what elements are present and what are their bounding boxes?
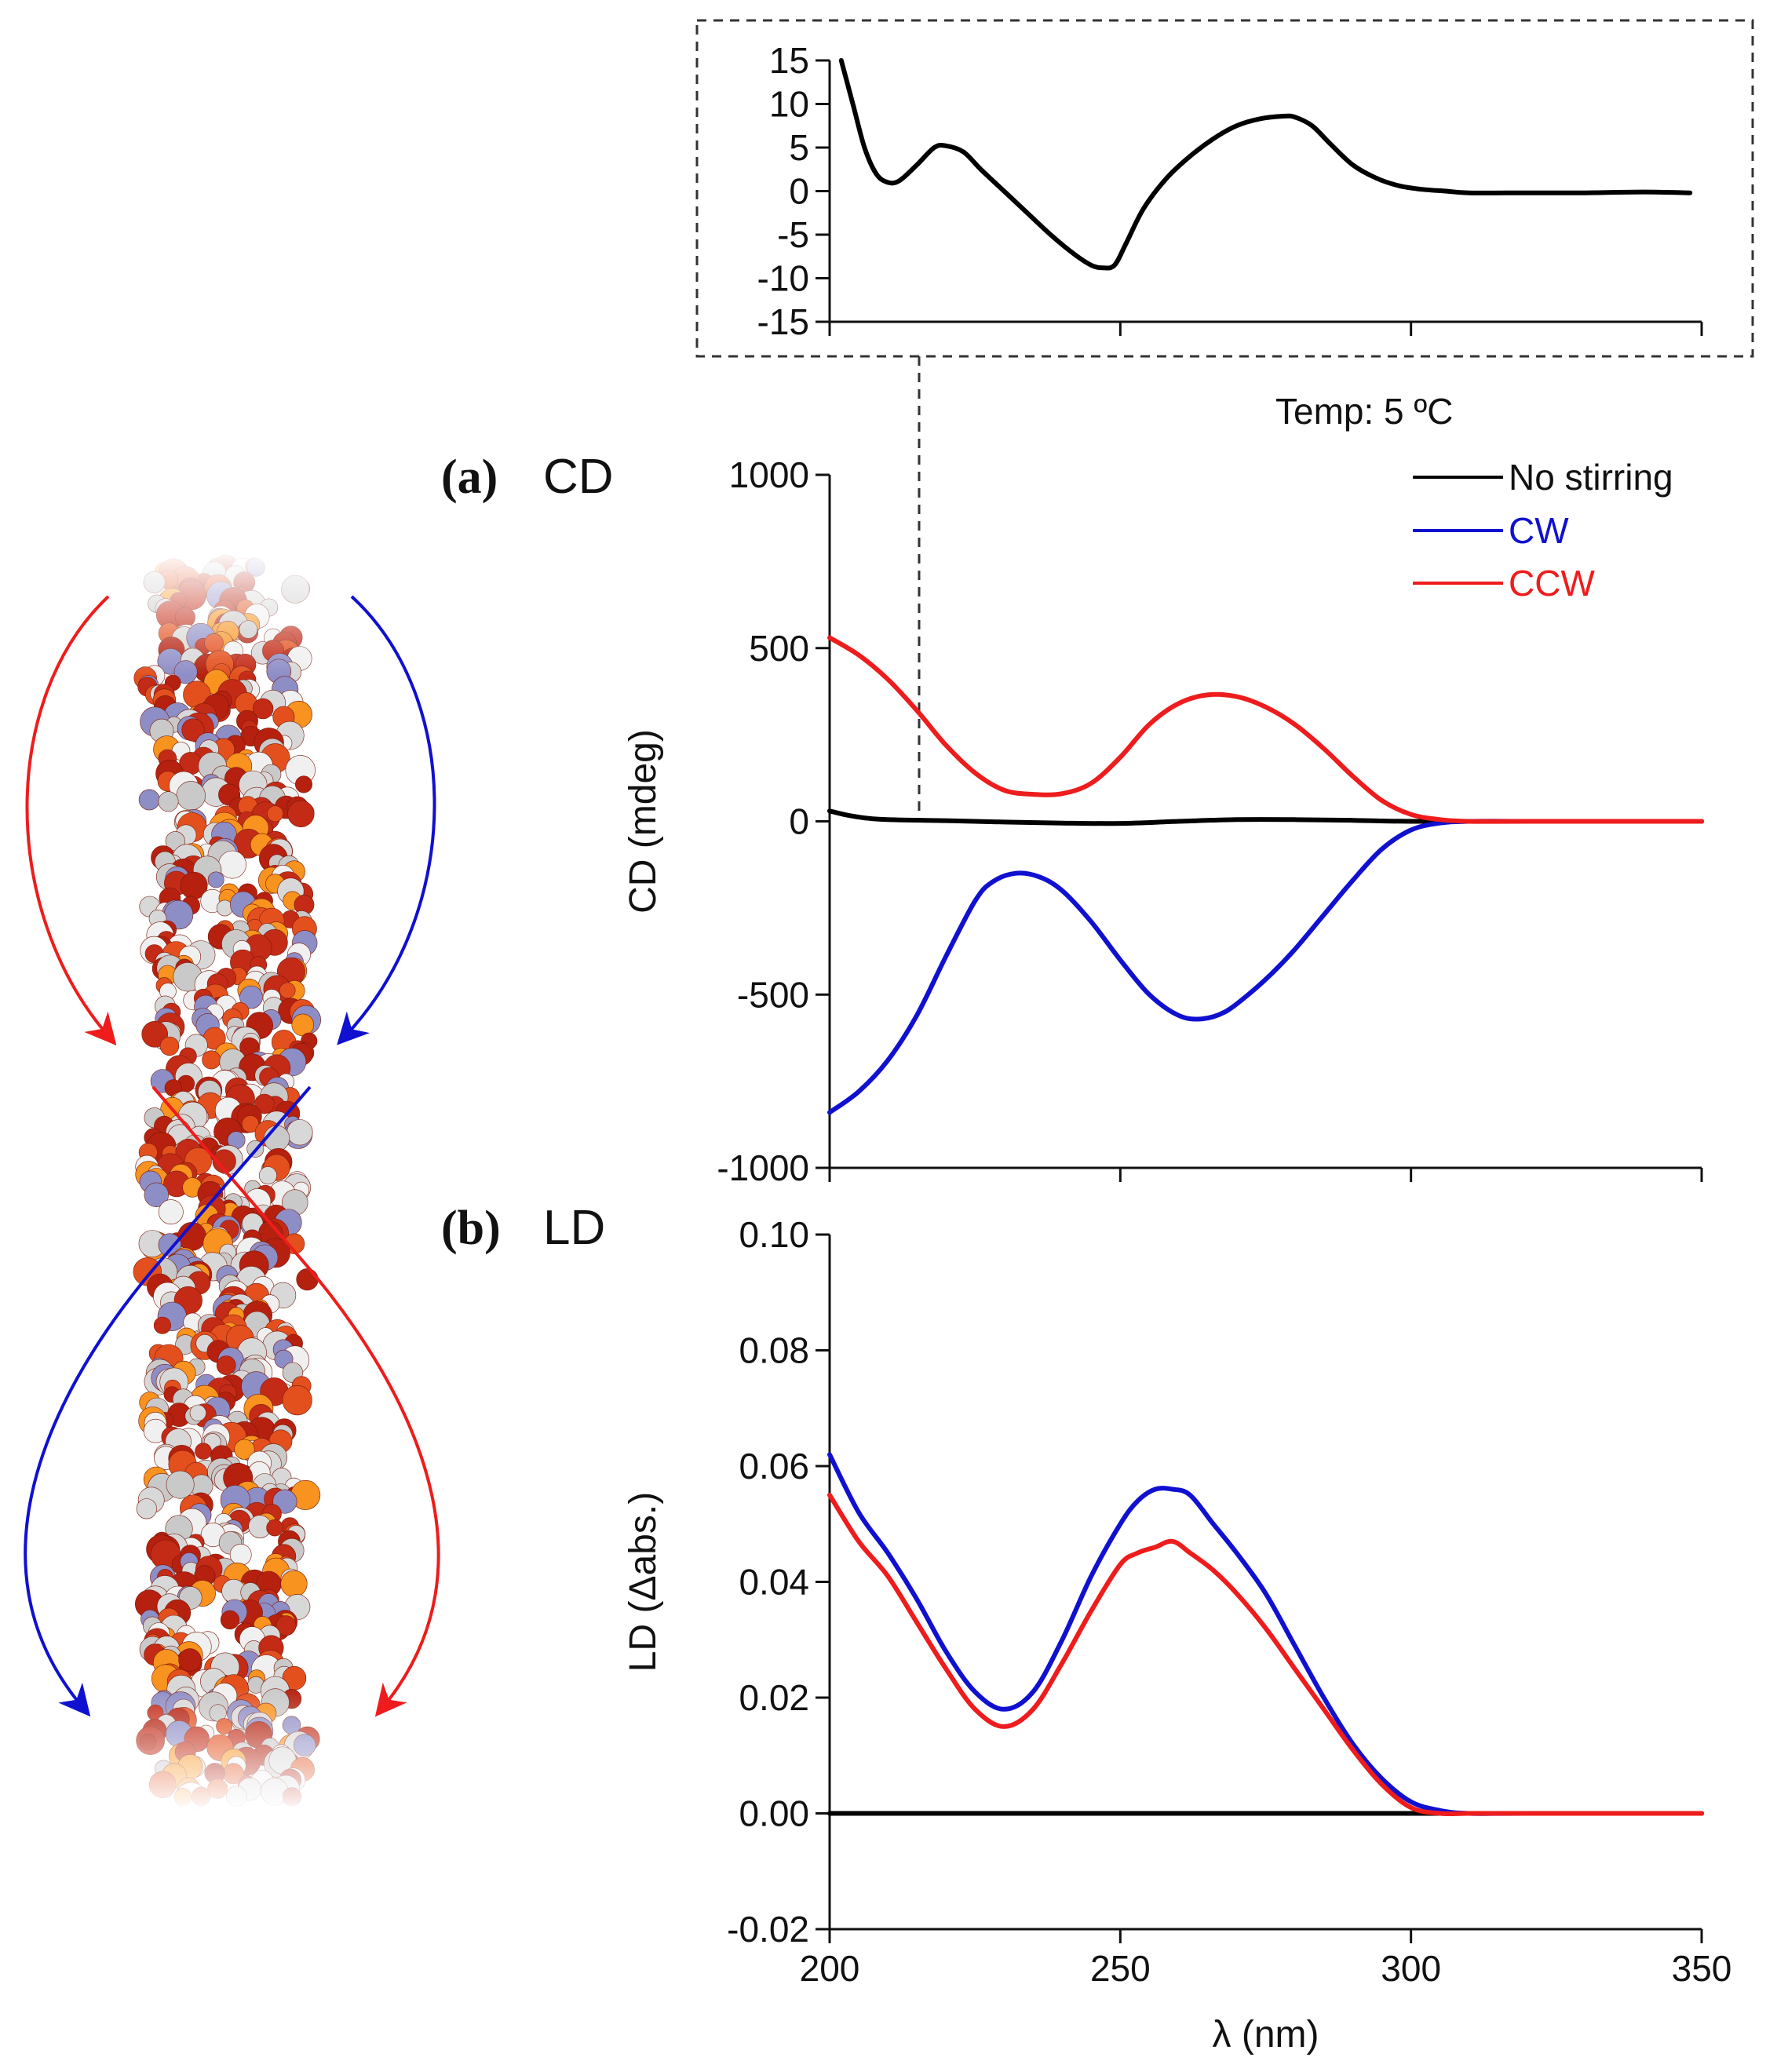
y-tick-label: -5: [777, 214, 809, 255]
x-tick-label: 250: [1090, 1948, 1151, 1989]
y-tick-label: 0.02: [739, 1677, 809, 1718]
cd-series-cw: [827, 819, 1704, 1115]
cw-arrow-top: [337, 595, 436, 1045]
y-tick-label: 0.04: [739, 1562, 809, 1603]
y-tick-label: 0.06: [739, 1446, 809, 1487]
x-axis-title: λ (nm): [1213, 2014, 1319, 2056]
temperature-label: Temp: 5 ºC: [1275, 391, 1453, 432]
ld-series-cw: [827, 1452, 1704, 1816]
y-tick-label: 0: [789, 171, 809, 212]
y-tick-label: 0.00: [739, 1793, 809, 1834]
ccw-arrow-top: [25, 595, 117, 1046]
y-tick-label: 0.10: [739, 1214, 809, 1255]
ccw-arrow-bottom: [151, 1085, 440, 1717]
y-tick-label: 15: [769, 40, 809, 81]
y-tick-label: 5: [789, 127, 809, 168]
panel-a-letter: (a): [441, 451, 498, 504]
dna-helix-illustration: [118, 549, 345, 1813]
ld-series-ccw: [827, 1492, 1704, 1817]
helix-fade: [118, 549, 345, 1813]
cd-chart: 1000 500 0 -500 -1000 CD (mdeg): [622, 454, 1704, 1188]
x-tick-label: 200: [800, 1948, 860, 1989]
y-tick-label: 10: [769, 84, 809, 125]
y-tick-label: -0.02: [727, 1909, 809, 1950]
legend: No stirring CW CCW: [1413, 457, 1673, 604]
y-tick-label: -500: [737, 974, 809, 1015]
y-tick-label: -1000: [717, 1147, 809, 1188]
legend-label-cw: CW: [1509, 510, 1569, 551]
x-tick-label: 350: [1672, 1948, 1732, 1989]
legend-label-ccw: CCW: [1509, 563, 1595, 604]
y-axis-title: LD (Δabs.): [622, 1492, 664, 1672]
panel-a-name: CD: [543, 450, 614, 504]
y-tick-label: 1000: [729, 454, 809, 495]
inset-frame: [695, 19, 1754, 358]
panel-b-letter: (b): [441, 1202, 501, 1255]
y-tick-label: -10: [757, 258, 809, 299]
y-tick-label: -15: [757, 301, 809, 342]
x-tick-label: 300: [1381, 1948, 1441, 1989]
y-tick-label: 500: [749, 628, 809, 669]
y-tick-label: 0.08: [739, 1330, 809, 1371]
inset-series-inset: [838, 58, 1693, 271]
y-tick-label: 0: [789, 801, 809, 842]
cw-arrow-bottom: [24, 1085, 312, 1717]
stirring-arrows: [24, 595, 440, 1717]
cd-series-ccw: [827, 635, 1704, 824]
legend-label-no-stirring: No stirring: [1509, 457, 1673, 498]
y-axis-title: CD (mdeg): [622, 729, 664, 914]
panel-b-name: LD: [543, 1201, 605, 1255]
